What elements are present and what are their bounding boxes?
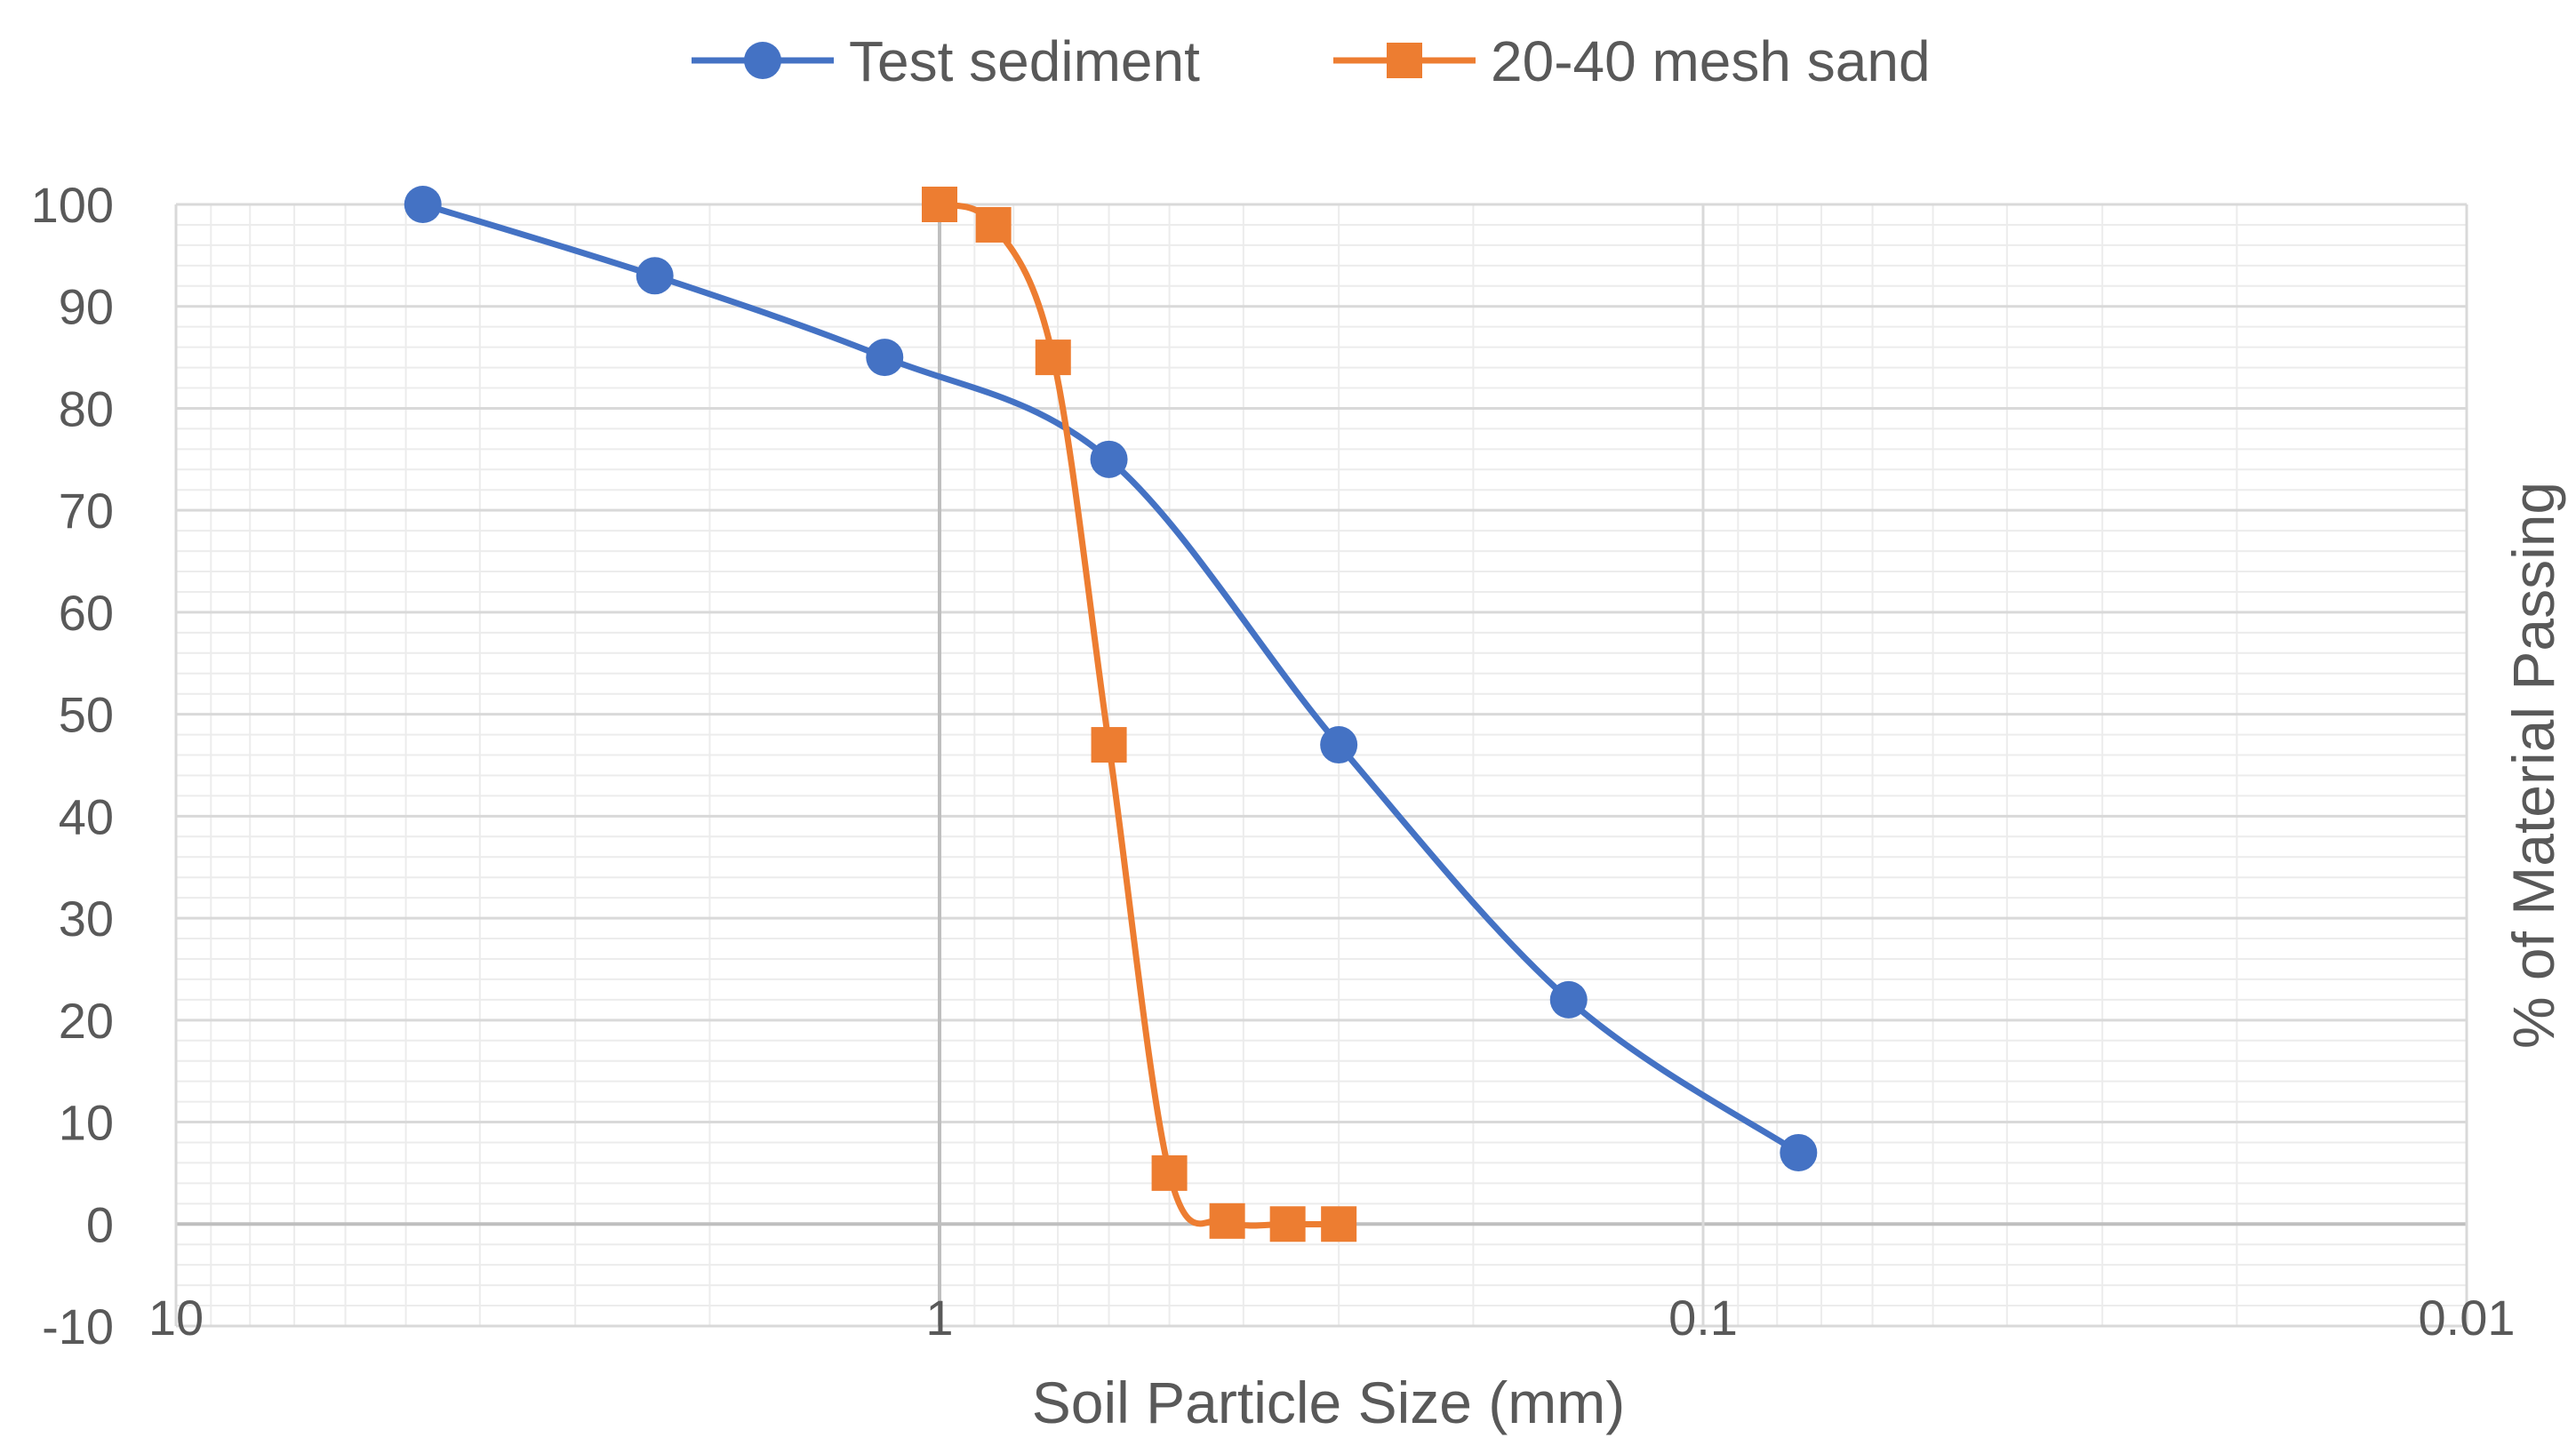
- data-point-20-40-mesh-sand: [975, 206, 1012, 243]
- y-axis-title: % of Material Passing: [2500, 482, 2566, 1049]
- legend-label-test-sediment: Test sediment: [849, 29, 1200, 93]
- data-point-20-40-mesh-sand: [1269, 1206, 1306, 1242]
- x-tick-label: 0.01: [2419, 1290, 2516, 1346]
- legend-marker-20-40-mesh-sand: [1387, 43, 1422, 78]
- legend-label-20-40-mesh-sand: 20-40 mesh sand: [1491, 29, 1931, 93]
- y-tick-label: 40: [59, 788, 114, 844]
- x-tick-label: 10: [148, 1290, 204, 1346]
- legend-marker-test-sediment: [744, 42, 781, 79]
- y-tick-label: 90: [59, 279, 114, 335]
- data-point-20-40-mesh-sand: [1321, 1206, 1357, 1242]
- y-tick-label: -10: [42, 1298, 114, 1354]
- data-point-test-sediment: [404, 186, 442, 223]
- data-point-20-40-mesh-sand: [1209, 1202, 1245, 1239]
- data-point-test-sediment: [1320, 726, 1358, 764]
- data-point-20-40-mesh-sand: [1091, 727, 1127, 763]
- data-point-test-sediment: [1090, 440, 1128, 478]
- y-tick-label: 30: [59, 891, 114, 947]
- y-tick-label: 0: [86, 1196, 114, 1252]
- grid: [174, 203, 2468, 1328]
- data-point-20-40-mesh-sand: [1151, 1154, 1188, 1191]
- legend: Test sediment 20-40 mesh sand: [692, 29, 1931, 93]
- y-tick-label: 70: [59, 483, 114, 539]
- series-layer: [404, 186, 1818, 1242]
- axes: -10 0 10 20 30 40 50 60 70 80 90 100 10 1 0.1 0.01: [31, 177, 2516, 1354]
- data-point-test-sediment: [1780, 1133, 1818, 1171]
- y-tick-label: 50: [59, 687, 114, 743]
- data-point-20-40-mesh-sand: [922, 187, 957, 222]
- x-tick-label: 1: [925, 1290, 953, 1346]
- data-point-20-40-mesh-sand: [1035, 340, 1071, 376]
- x-axis-title: Soil Particle Size (mm): [1032, 1370, 1625, 1435]
- y-tick-label: 10: [59, 1095, 114, 1151]
- x-tick-label: 0.1: [1668, 1290, 1738, 1346]
- data-point-test-sediment: [1549, 980, 1588, 1019]
- y-tick-label: 80: [59, 380, 114, 436]
- y-tick-label: 60: [59, 585, 114, 641]
- data-point-test-sediment: [636, 257, 674, 295]
- y-tick-label: 20: [59, 993, 114, 1049]
- data-point-test-sediment: [866, 339, 904, 377]
- y-tick-label: 100: [31, 177, 114, 233]
